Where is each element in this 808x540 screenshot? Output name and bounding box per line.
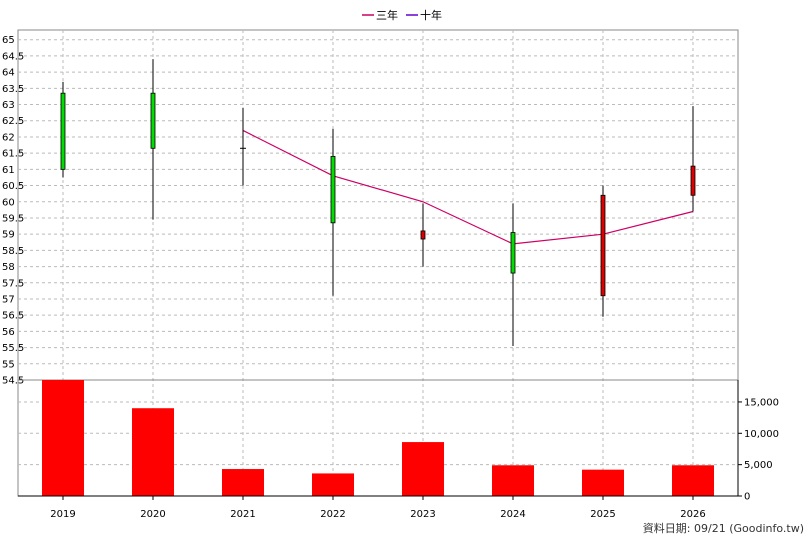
price-tick-label: 59 <box>2 230 15 241</box>
candle-body <box>330 155 336 224</box>
price-tick-label: 64.5 <box>2 51 24 62</box>
candle-body <box>150 92 156 149</box>
x-tick-label: 2026 <box>680 509 705 520</box>
price-tick-label: 59.5 <box>2 213 24 224</box>
price-tick-label: 54.5 <box>2 376 24 387</box>
candle-2021 <box>240 107 246 186</box>
volume-bar-2025 <box>582 469 624 496</box>
volume-tick-label: 15,000 <box>744 397 779 408</box>
candle-2025 <box>600 185 606 317</box>
volume-bar-2021 <box>222 469 264 496</box>
volume-tick-label: 10,000 <box>744 429 779 440</box>
price-tick-label: 60.5 <box>2 181 24 192</box>
legend-ma3-label: 三年 <box>376 8 398 22</box>
volume-bar-2024 <box>492 465 534 496</box>
volume-panel: 0 5,000 10,000 15,000 <box>17 379 779 503</box>
price-tick-label: 57 <box>2 294 15 305</box>
volume-bar-2020 <box>132 408 174 496</box>
x-tick-label: 2020 <box>140 509 165 520</box>
candle-2020 <box>150 59 156 220</box>
price-plot-frame <box>17 29 739 381</box>
legend: 三年 十年 <box>362 8 442 22</box>
x-axis: 2019 2020 2021 2022 2023 2024 2025 2026 <box>18 495 738 520</box>
price-tick-label: 64 <box>2 68 15 79</box>
footer-source: 資料日期: 09/21 (Goodinfo.tw) <box>643 521 804 535</box>
candle-body <box>600 194 606 297</box>
candle-body <box>690 165 696 196</box>
price-tick-label: 58.5 <box>2 246 24 257</box>
candle-2022 <box>330 128 336 296</box>
price-tick-label: 56 <box>2 327 15 338</box>
price-tick-label: 63 <box>2 100 15 111</box>
price-tick-label: 62.5 <box>2 116 24 127</box>
x-tick-label: 2025 <box>590 509 615 520</box>
candle-2019 <box>60 81 66 178</box>
candle-body <box>60 92 66 170</box>
volume-tick-label: 0 <box>744 492 750 503</box>
price-tick-label: 63.5 <box>2 84 24 95</box>
x-tick-label: 2024 <box>500 509 525 520</box>
price-panel: 54.5 55 55.5 56 56.5 57 57.5 58 58.5 59 59.5 60 60.5… <box>2 29 739 496</box>
price-tick-label: 55 <box>2 359 15 370</box>
price-tick-label: 56.5 <box>2 311 24 322</box>
price-tick-label: 61.5 <box>2 149 24 160</box>
volume-bar-2026 <box>672 465 714 496</box>
candle-2023 <box>420 203 426 267</box>
volume-bar-2023 <box>402 442 444 496</box>
price-tick-label: 60 <box>2 197 15 208</box>
x-tick-label: 2021 <box>230 509 255 520</box>
legend-ma10-label: 十年 <box>420 8 442 22</box>
x-tick-label: 2019 <box>50 509 75 520</box>
volume-bar-2022 <box>312 473 354 496</box>
price-tick-label: 61 <box>2 165 15 176</box>
price-tick-label: 57.5 <box>2 278 24 289</box>
x-tick-label: 2023 <box>410 509 435 520</box>
volume-tick-label: 5,000 <box>744 460 773 471</box>
price-tick-label: 55.5 <box>2 343 24 354</box>
price-tick-label: 62 <box>2 132 15 143</box>
volume-plot-frame <box>17 379 739 497</box>
volume-bar-2019 <box>42 380 84 496</box>
candle-2026 <box>690 106 696 212</box>
candle-2024 <box>510 203 516 346</box>
candle-body <box>510 232 516 274</box>
candle-body <box>420 230 426 240</box>
ma3-line <box>242 129 694 245</box>
price-tick-label: 65 <box>2 35 15 46</box>
x-tick-label: 2022 <box>320 509 345 520</box>
price-tick-label: 58 <box>2 262 15 273</box>
